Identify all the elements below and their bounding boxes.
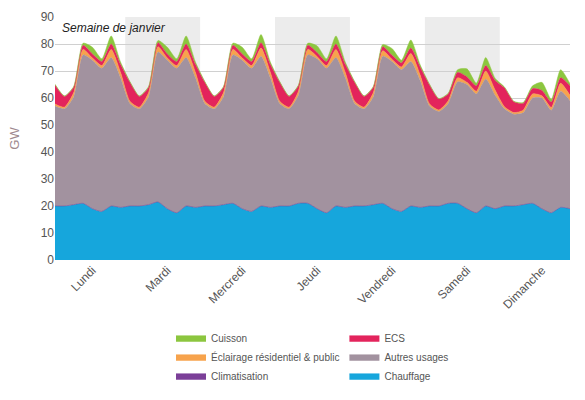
svg-text:40: 40 xyxy=(41,145,55,159)
svg-text:ECS: ECS xyxy=(384,333,405,344)
svg-text:Jeudi: Jeudi xyxy=(293,263,323,293)
svg-text:Semaine de janvier: Semaine de janvier xyxy=(62,21,166,35)
svg-text:50: 50 xyxy=(41,118,55,132)
svg-text:70: 70 xyxy=(41,64,55,78)
svg-text:GW: GW xyxy=(7,127,22,150)
svg-text:Samedi: Samedi xyxy=(435,263,474,302)
svg-text:80: 80 xyxy=(41,37,55,51)
svg-text:Cuisson: Cuisson xyxy=(211,333,247,344)
svg-text:Vendredi: Vendredi xyxy=(355,263,398,306)
svg-text:60: 60 xyxy=(41,91,55,105)
svg-text:0: 0 xyxy=(47,253,54,267)
svg-text:Lundi: Lundi xyxy=(68,263,99,294)
svg-text:90: 90 xyxy=(41,10,55,24)
svg-text:Mercredi: Mercredi xyxy=(206,263,249,306)
svg-text:30: 30 xyxy=(41,172,55,186)
svg-text:10: 10 xyxy=(41,226,55,240)
svg-text:Mardi: Mardi xyxy=(143,263,174,294)
svg-text:Autres usages: Autres usages xyxy=(384,352,448,363)
svg-text:Dimanche: Dimanche xyxy=(500,263,548,311)
svg-text:Climatisation: Climatisation xyxy=(211,371,268,382)
svg-text:20: 20 xyxy=(41,199,55,213)
svg-text:Éclairage résidentiel & public: Éclairage résidentiel & public xyxy=(211,351,339,363)
svg-text:Chauffage: Chauffage xyxy=(384,371,430,382)
